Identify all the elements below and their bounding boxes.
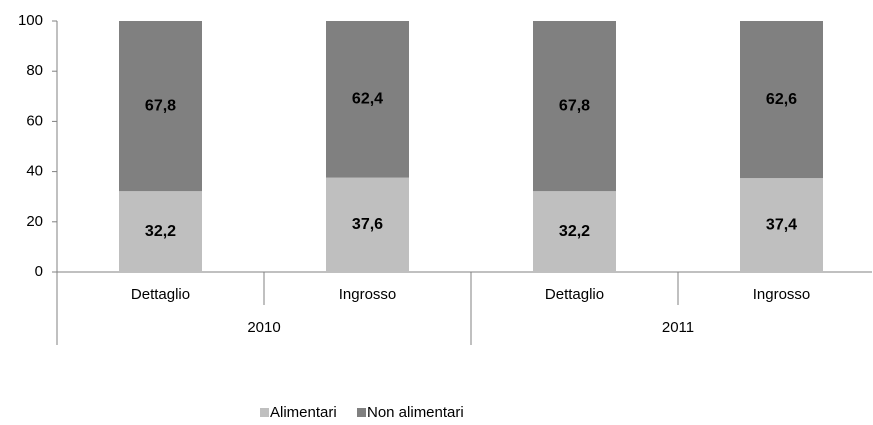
data-label: 37,6 [352, 216, 383, 233]
x-tick-label: Dettaglio [545, 286, 604, 303]
y-tick-label: 60 [26, 112, 43, 129]
bar-segment [533, 191, 616, 272]
data-label: 37,4 [766, 216, 797, 233]
bar-segment [326, 21, 409, 178]
x-tick-label: Dettaglio [131, 286, 190, 303]
legend-label: Non alimentari [367, 404, 464, 421]
legend-label: Alimentari [270, 404, 337, 421]
bar-segment [740, 21, 823, 179]
group-label: 2011 [662, 319, 694, 336]
legend-swatch [260, 408, 269, 417]
y-tick-label: 0 [35, 263, 43, 280]
group-label: 2010 [247, 319, 280, 336]
bar-segment [533, 21, 616, 192]
bar-segment [119, 191, 202, 272]
x-tick-label: Ingrosso [753, 286, 811, 303]
y-tick-label: 100 [18, 12, 43, 29]
bar-segment [326, 177, 409, 272]
y-tick-label: 80 [26, 62, 43, 79]
legend-swatch [357, 408, 366, 417]
y-tick-label: 20 [26, 213, 43, 230]
bar-segment [119, 21, 202, 192]
data-label: 67,8 [145, 97, 176, 114]
data-label: 62,4 [352, 91, 383, 108]
data-label: 32,2 [145, 223, 176, 240]
data-label: 62,6 [766, 91, 797, 108]
x-tick-label: Ingrosso [339, 286, 397, 303]
data-label: 67,8 [559, 97, 590, 114]
y-tick-label: 40 [26, 163, 43, 180]
bar-segment [740, 178, 823, 272]
data-label: 32,2 [559, 223, 590, 240]
